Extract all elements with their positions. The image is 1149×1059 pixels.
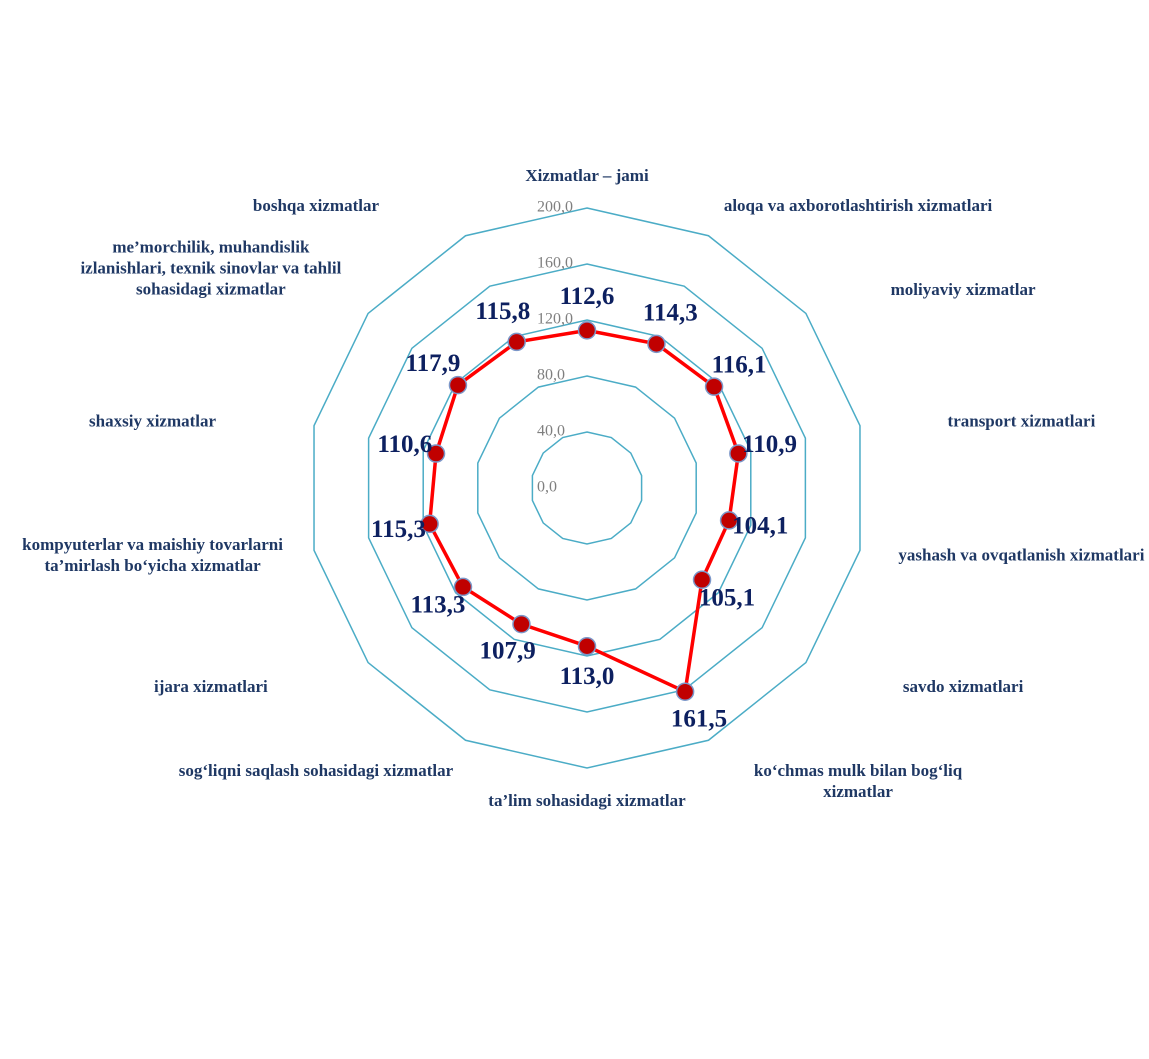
y-tick-label: 200,0	[537, 199, 573, 216]
value-label: 110,9	[742, 431, 797, 458]
category-label: ijara xizmatlari	[153, 677, 268, 697]
y-tick-label: 160,0	[537, 255, 573, 272]
data-point	[507, 332, 526, 352]
value-label: 161,5	[671, 705, 727, 732]
category-label: yashash va ovqatlanish xizmatlari	[898, 545, 1145, 565]
value-label: 107,9	[479, 638, 535, 665]
data-point	[577, 321, 597, 340]
data-point	[577, 636, 597, 656]
data-point	[426, 444, 446, 463]
category-label: kompyuterlar va maishiy tovarlarni ta’mi…	[22, 534, 283, 576]
data-point	[704, 377, 724, 396]
value-label: 113,0	[560, 663, 615, 690]
data-point	[420, 514, 439, 534]
value-label: 113,3	[411, 592, 466, 619]
data-point	[453, 577, 473, 597]
value-label: 115,8	[475, 298, 530, 325]
y-tick-label: 40,0	[537, 423, 565, 440]
category-label: ko‘chmas mulk bilan bog‘liq xizmatlar	[753, 761, 963, 802]
value-label: 114,3	[643, 300, 698, 327]
category-label: shaxsiy xizmatlar	[89, 411, 217, 431]
category-label: boshqa xizmatlar	[252, 195, 379, 215]
y-tick-label: 0,0	[537, 479, 557, 496]
grid-line	[477, 375, 697, 601]
data-point	[719, 511, 739, 530]
category-label: me’morchilik, muhandislik izlanishlari, …	[80, 236, 342, 299]
y-tick-label: 120,0	[537, 311, 573, 328]
data-point	[647, 334, 666, 354]
data-point	[729, 444, 748, 463]
category-label: Xizmatlar – jami	[525, 165, 649, 185]
category-label: transport xizmatlari	[947, 411, 1096, 431]
value-label: 116,1	[712, 351, 767, 378]
category-label: savdo xizmatlari	[902, 677, 1024, 697]
y-tick-label: 80,0	[537, 367, 565, 384]
data-point	[675, 682, 695, 701]
value-label: 105,1	[699, 584, 755, 611]
value-label: 110,6	[377, 431, 432, 458]
category-label: sog‘liqni saqlash sohasidagi xizmatlar	[178, 761, 454, 781]
grid-line	[367, 263, 807, 713]
value-label: 112,6	[560, 283, 615, 310]
grid-line	[422, 319, 752, 657]
category-label: moliyaviy xizmatlar	[890, 279, 1036, 299]
data-point	[692, 570, 712, 589]
category-label: ta’lim sohasidagi xizmatlar	[488, 791, 686, 810]
grid-line	[531, 431, 643, 545]
value-label: 117,9	[405, 350, 460, 377]
value-label: 115,3	[371, 516, 426, 543]
data-point	[448, 375, 468, 395]
category-label: aloqa va axborotlashtirish xizmatlari	[723, 195, 993, 215]
value-label: 104,1	[732, 512, 788, 539]
grid-line	[313, 207, 861, 769]
data-point	[512, 614, 531, 634]
